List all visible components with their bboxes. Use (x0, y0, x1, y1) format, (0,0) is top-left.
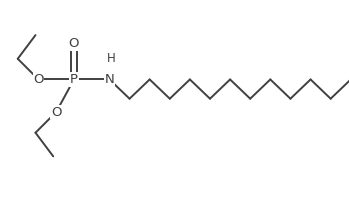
Text: N: N (105, 73, 114, 86)
Text: O: O (51, 106, 61, 118)
Text: P: P (70, 73, 78, 86)
Text: O: O (33, 73, 44, 86)
Text: O: O (69, 37, 79, 50)
Text: H: H (106, 52, 115, 65)
